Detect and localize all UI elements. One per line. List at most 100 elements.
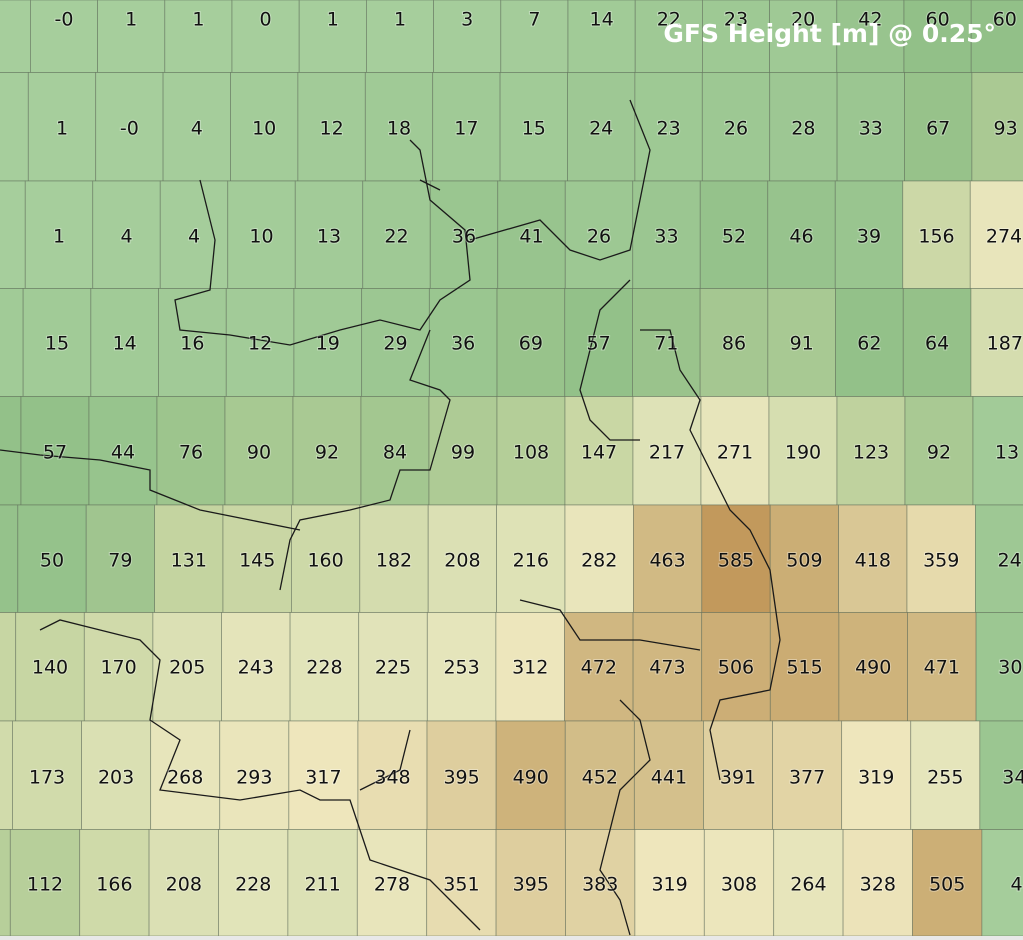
cell bbox=[701, 612, 771, 722]
cell bbox=[365, 0, 434, 73]
cell-value: 274 bbox=[986, 226, 1022, 248]
cell-value: 255 bbox=[927, 767, 963, 789]
cell bbox=[24, 180, 94, 289]
cell-value: 34 bbox=[1002, 767, 1023, 789]
cell bbox=[83, 612, 154, 722]
cell-value: 264 bbox=[790, 874, 826, 896]
cell-value: 395 bbox=[513, 874, 549, 896]
cell bbox=[632, 396, 702, 506]
cell bbox=[634, 829, 705, 936]
cell-value: 13 bbox=[995, 442, 1019, 464]
cell bbox=[496, 288, 566, 397]
cell-value: 14 bbox=[113, 333, 137, 355]
cell bbox=[907, 612, 977, 722]
cell-value: 490 bbox=[513, 767, 549, 789]
cell-value: 509 bbox=[786, 550, 822, 572]
cell-value: 33 bbox=[654, 226, 678, 248]
cell bbox=[564, 720, 635, 830]
cell-value: 278 bbox=[374, 874, 410, 896]
cell-value: -0 bbox=[55, 9, 74, 31]
cell-value: 60 bbox=[993, 9, 1017, 31]
cell-value: 99 bbox=[451, 442, 475, 464]
cell-value: 62 bbox=[857, 333, 881, 355]
cell bbox=[22, 288, 92, 397]
cell bbox=[358, 612, 428, 722]
cell-value: 24 bbox=[589, 118, 613, 140]
cell bbox=[772, 720, 843, 830]
cell bbox=[767, 288, 836, 397]
cell-value: 156 bbox=[918, 226, 954, 248]
cell bbox=[162, 72, 231, 182]
cell-value: 515 bbox=[786, 657, 822, 679]
cell-value: 473 bbox=[649, 657, 685, 679]
cell bbox=[292, 396, 362, 506]
cell-value: 39 bbox=[857, 226, 881, 248]
cell-value: 91 bbox=[790, 333, 814, 355]
cell bbox=[910, 720, 981, 830]
cell-value: 319 bbox=[858, 767, 894, 789]
cell-value: 52 bbox=[722, 226, 746, 248]
cell bbox=[297, 72, 366, 182]
cell-value: 123 bbox=[853, 442, 889, 464]
cell-value: 348 bbox=[374, 767, 410, 789]
cell-value: 228 bbox=[235, 874, 271, 896]
cell-value: 10 bbox=[249, 226, 273, 248]
cell-value: 92 bbox=[315, 442, 339, 464]
cell-value: 395 bbox=[443, 767, 479, 789]
cell bbox=[836, 0, 905, 73]
cell bbox=[289, 612, 360, 722]
cell-value: 28 bbox=[791, 118, 815, 140]
cell bbox=[634, 0, 703, 73]
labels: -0 1 1 0 1 1 3 7 14 22 23 20 42 60 601 -0 4 10 12 18 17 15 24 2… bbox=[26, 8, 1023, 897]
cell bbox=[158, 288, 227, 397]
cell bbox=[0, 612, 17, 722]
cell-value: 50 bbox=[40, 550, 64, 572]
cell bbox=[0, 180, 26, 289]
cell-value: 30 bbox=[998, 657, 1022, 679]
cell-value: 42 bbox=[858, 9, 882, 31]
cell bbox=[29, 0, 98, 73]
cell-value: 20 bbox=[791, 9, 815, 31]
cell-value: 13 bbox=[317, 226, 341, 248]
cell bbox=[219, 720, 290, 830]
cell-value: 1 bbox=[53, 226, 65, 248]
cell bbox=[903, 0, 972, 73]
map-title: GFS Height [m] @ 0.25° bbox=[663, 19, 996, 48]
cell-value: 16 bbox=[180, 333, 204, 355]
cell bbox=[703, 720, 773, 830]
cell-value: 93 bbox=[994, 118, 1018, 140]
cell-value: 14 bbox=[590, 9, 614, 31]
cell-value: 46 bbox=[789, 226, 813, 248]
cell-value: 7 bbox=[528, 9, 540, 31]
cell bbox=[970, 0, 1023, 73]
cell bbox=[218, 829, 289, 936]
borders bbox=[0, 99, 781, 936]
cell bbox=[156, 396, 226, 506]
cell-value: 19 bbox=[316, 333, 340, 355]
cell-value: 15 bbox=[45, 333, 69, 355]
cell bbox=[92, 180, 161, 289]
cell bbox=[433, 0, 502, 73]
cell bbox=[565, 829, 636, 936]
cell-value: 211 bbox=[304, 874, 340, 896]
cell-value: 60 bbox=[926, 9, 950, 31]
cell-value: 216 bbox=[513, 550, 549, 572]
cell bbox=[834, 180, 904, 289]
cell bbox=[836, 72, 905, 182]
cell bbox=[27, 72, 97, 182]
cell bbox=[564, 612, 634, 722]
cell bbox=[17, 504, 87, 613]
cell bbox=[221, 612, 291, 722]
cell-value: 472 bbox=[581, 657, 617, 679]
cell-value: 1 bbox=[56, 118, 68, 140]
cell bbox=[971, 72, 1023, 182]
cell-value: 108 bbox=[513, 442, 549, 464]
cell-value: 190 bbox=[785, 442, 821, 464]
cell bbox=[632, 288, 701, 397]
cell-value: 383 bbox=[582, 874, 618, 896]
cell-value: 452 bbox=[582, 767, 618, 789]
cell bbox=[564, 504, 634, 613]
cell bbox=[81, 720, 152, 830]
cell bbox=[632, 180, 701, 289]
cell bbox=[633, 504, 703, 613]
